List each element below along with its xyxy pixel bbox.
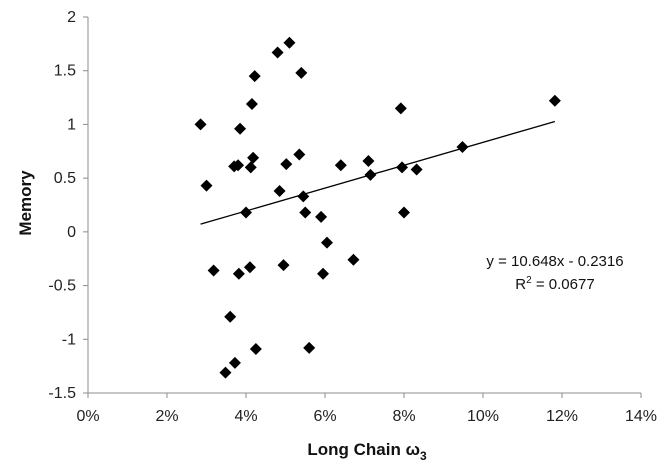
x-tick-label: 8%	[392, 408, 415, 425]
r-squared-letter: R	[515, 276, 526, 293]
y-tick-label: -1	[62, 331, 76, 348]
scatter-point	[232, 159, 245, 172]
y-tick-label: 1	[67, 116, 76, 133]
y-axis-ticks	[83, 16, 88, 394]
x-tick-label: 4%	[234, 408, 257, 425]
scatter-point	[271, 46, 284, 59]
data-points	[194, 36, 561, 379]
x-axis-ticks	[87, 393, 642, 398]
scatter-point	[228, 356, 241, 369]
trendline	[200, 120, 556, 225]
r-squared-superscript: 2	[526, 275, 532, 286]
scatter-point	[456, 140, 469, 153]
y-tick-label: 0	[67, 224, 76, 241]
r-squared-value: = 0.0677	[532, 276, 595, 293]
x-axis-title-main: Long Chain ω	[307, 440, 420, 459]
x-tick-label: 10%	[467, 408, 499, 425]
x-tick-label: 14%	[625, 408, 657, 425]
x-tick-label: 0%	[76, 408, 99, 425]
scatter-point	[280, 158, 293, 171]
scatter-point	[200, 179, 213, 192]
scatter-point	[303, 341, 316, 354]
scatter-point	[194, 118, 207, 131]
scatter-point	[315, 210, 328, 223]
x-axis-tick-labels: 0% 2% 4% 6% 8% 10% 12% 14%	[76, 408, 657, 425]
y-tick-label: 2	[67, 9, 76, 26]
scatter-point	[245, 98, 258, 111]
scatter-point	[362, 154, 375, 167]
scatter-point	[234, 122, 247, 135]
scatter-point	[232, 267, 245, 280]
scatter-point	[394, 102, 407, 115]
x-tick-label: 12%	[546, 408, 578, 425]
y-tick-label: 1.5	[54, 63, 76, 80]
y-axis-tick-labels: -1.5 -1 -0.5 0 0.5 1 1.5 2	[48, 9, 76, 402]
scatter-point	[297, 190, 310, 203]
scatter-point	[283, 36, 296, 49]
x-tick-label: 6%	[313, 408, 336, 425]
scatter-point	[244, 161, 257, 174]
scatter-point	[334, 159, 347, 172]
scatter-point	[224, 310, 237, 323]
trendline-equation: y = 10.648x - 0.2316	[486, 253, 623, 270]
scatter-point	[410, 163, 423, 176]
trendline-r-squared: R2 = 0.0677	[515, 275, 594, 293]
scatter-point	[299, 206, 312, 219]
x-axis-title-subscript: 3	[420, 449, 427, 463]
scatter-point	[277, 259, 290, 272]
scatter-point	[273, 185, 286, 198]
y-tick-label: 0.5	[54, 170, 76, 187]
scatter-point	[248, 70, 261, 83]
scatter-point	[347, 253, 360, 266]
x-tick-label: 2%	[155, 408, 178, 425]
x-axis-title: Long Chain ω3	[307, 440, 427, 463]
scatter-point	[293, 148, 306, 161]
scatter-point	[219, 366, 232, 379]
scatter-point	[548, 94, 561, 107]
scatter-point	[243, 261, 256, 274]
scatter-point	[249, 342, 262, 355]
scatter-point	[320, 236, 333, 249]
scatter-point	[398, 206, 410, 219]
y-tick-label: -1.5	[48, 385, 76, 402]
scatter-point	[207, 264, 220, 277]
y-tick-label: -0.5	[48, 278, 76, 295]
y-axis-title: Memory	[16, 170, 35, 236]
scatter-point	[247, 151, 260, 164]
scatter-point	[317, 267, 330, 280]
scatter-point	[295, 66, 308, 79]
